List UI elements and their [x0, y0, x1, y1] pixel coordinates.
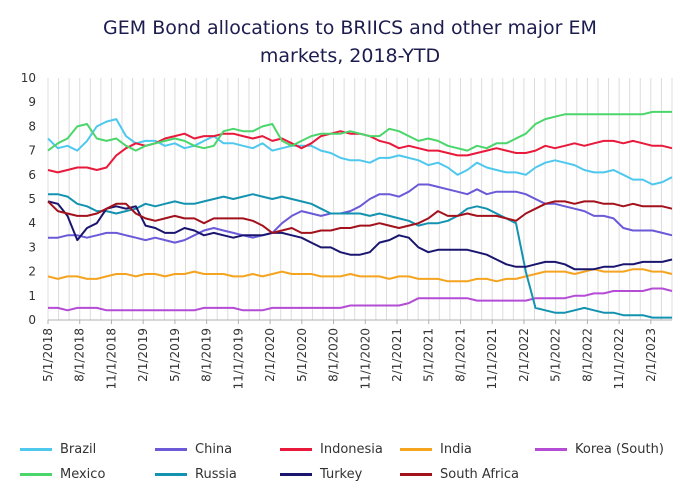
legend-label: India [440, 441, 472, 457]
x-tick-label: 2/1/2022 [517, 328, 531, 382]
legend-label: Indonesia [320, 441, 383, 457]
chart-title-line-2: markets, 2018-YTD [259, 45, 441, 67]
legend-label: Mexico [60, 466, 106, 482]
legend-item-south-africa: South Africa [400, 465, 519, 483]
legend-item-india: India [400, 440, 472, 458]
legend-item-brazil: Brazil [20, 440, 96, 458]
x-tick-label: 5/1/2022 [549, 328, 563, 382]
chart-title-line-1: GEM Bond allocations to BRIICS and other… [103, 17, 597, 39]
series-line-south-africa [47, 200, 673, 234]
series-lines [47, 110, 673, 319]
axes: 0 1 2 3 4 5 6 7 8 9 10 5/1/2018 8/1/2018 11/1/2018 2/1… [21, 71, 672, 390]
x-tick-label: 2/1/2020 [263, 328, 277, 382]
series-line-brazil [47, 118, 673, 186]
y-tick-label: 1 [28, 289, 36, 303]
y-tick-label: 3 [28, 240, 36, 254]
legend-label: China [195, 441, 233, 457]
x-tick-label: 11/1/2020 [358, 328, 372, 390]
x-tick-label: 5/1/2020 [295, 328, 309, 382]
legend-label: Brazil [60, 441, 97, 457]
x-tick-label: 5/1/2019 [168, 328, 182, 382]
legend-swatch [400, 472, 432, 476]
legend-swatch [20, 447, 52, 451]
legend-item-indonesia: Indonesia [280, 440, 383, 458]
legend-item-mexico: Mexico [20, 465, 105, 483]
legend-item-turkey: Turkey [280, 465, 362, 483]
x-tick-label: 2/1/2019 [136, 328, 150, 382]
legend-item-china: China [155, 440, 232, 458]
legend-label: Turkey [320, 466, 363, 482]
series-line-mexico [47, 110, 672, 152]
legend-swatch [155, 472, 187, 476]
x-tick-label: 2/1/2021 [390, 328, 404, 382]
legend-label: South Africa [440, 466, 519, 482]
x-tick-label: 8/1/2019 [200, 328, 214, 382]
chart-title: GEM Bond allocations to BRIICS and other… [0, 14, 700, 70]
legend-swatch [280, 472, 312, 476]
y-tick-label: 8 [28, 119, 36, 133]
y-tick-label: 5 [28, 192, 36, 206]
series-line-india [47, 268, 673, 283]
x-tick-label: 2/1/2023 [644, 328, 658, 382]
legend-item-korea-south: Korea (South) [535, 440, 664, 458]
x-tick-label: 11/1/2021 [485, 328, 499, 390]
x-tick-label: 5/1/2018 [41, 328, 55, 382]
x-tick-label: 8/1/2022 [580, 328, 594, 382]
x-tick-label: 8/1/2018 [73, 328, 87, 382]
legend-label: Korea (South) [575, 441, 664, 457]
legend-item-russia: Russia [155, 465, 237, 483]
legend-swatch [535, 447, 567, 451]
y-tick-label: 0 [28, 313, 36, 327]
x-tick-label: 11/1/2022 [612, 328, 626, 390]
legend-swatch [155, 447, 187, 451]
series-line-korea-south [48, 287, 673, 312]
legend-swatch [280, 447, 312, 451]
x-tick-label: 8/1/2020 [327, 328, 341, 382]
y-tick-label: 2 [28, 265, 36, 279]
legend-swatch [20, 472, 52, 476]
y-tick-label: 4 [28, 216, 36, 230]
y-tick-label: 9 [28, 95, 36, 109]
y-tick-label: 6 [28, 168, 36, 182]
y-tick-label: 10 [21, 71, 36, 85]
series-line-china [48, 183, 673, 244]
x-tick-label: 11/1/2018 [104, 328, 118, 390]
x-tick-label: 8/1/2021 [453, 328, 467, 382]
x-tick-label: 11/1/2019 [231, 328, 245, 390]
x-tick-label: 5/1/2021 [422, 328, 436, 382]
series-line-turkey [47, 200, 673, 271]
y-tick-label: 7 [28, 144, 36, 158]
series-line-russia [48, 193, 672, 319]
legend-swatch [400, 447, 432, 451]
legend-label: Russia [195, 466, 237, 482]
